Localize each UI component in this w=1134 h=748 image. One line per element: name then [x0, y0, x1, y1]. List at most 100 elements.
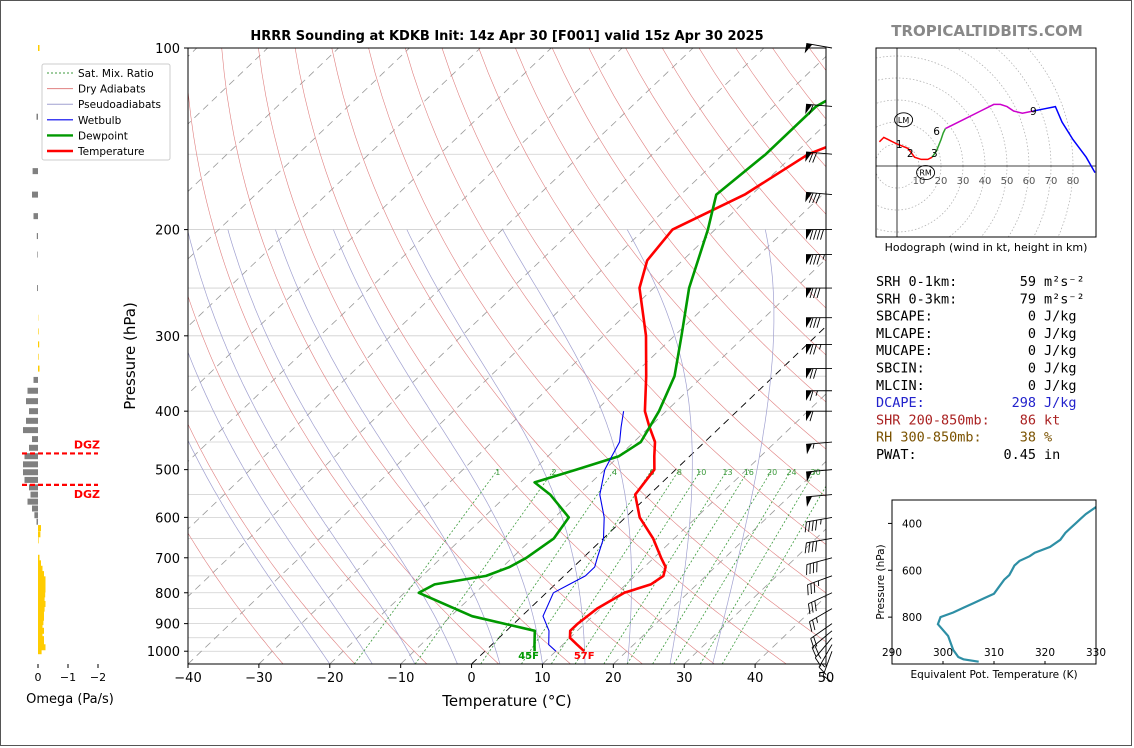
- omega-bar: [32, 191, 38, 198]
- mixing-ratio-label: 16: [744, 468, 754, 477]
- omega-bar: [38, 610, 44, 617]
- omega-bar: [38, 591, 46, 598]
- omega-bar: [38, 554, 40, 561]
- wind-barb-pennant: [806, 344, 812, 355]
- wind-barb: [804, 43, 833, 54]
- wind-barb: [807, 575, 833, 596]
- wind-barb-half-flag: [817, 654, 822, 659]
- omega-tick-label: 0: [35, 671, 42, 684]
- dry-adiabat-line: [405, 48, 826, 594]
- chart-title: HRRR Sounding at KDKB Init: 14z Apr 30 […: [250, 29, 763, 44]
- wind-barb-staff: [806, 494, 833, 498]
- isotherm-line: [188, 48, 623, 463]
- stat-value: 0.45: [1003, 447, 1036, 463]
- wind-barb-flag: [809, 287, 814, 299]
- legend-box: [41, 63, 171, 161]
- wind-barb-staff: [806, 103, 833, 107]
- wind-barb-flag: [808, 104, 814, 115]
- wind-barb-pennant: [805, 151, 813, 162]
- mixing-ratio-line: [353, 469, 499, 664]
- wind-barb-flag: [809, 229, 814, 240]
- hodo-trace: [878, 136, 933, 161]
- wind-barb-flag: [804, 542, 807, 554]
- skewt-plot-area: 1 2 4 6 8 10 13 16 20 24 30 36: [188, 48, 826, 664]
- hodo-height-label: 2: [907, 148, 914, 160]
- wind-barb-flag: [815, 541, 818, 552]
- wind-barb-flag: [804, 521, 807, 533]
- wind-barb-flag: [808, 192, 814, 203]
- wind-barb-staff: [806, 469, 833, 473]
- wind-barb-half-flag: [815, 617, 819, 623]
- omega-bar: [38, 636, 44, 643]
- wind-barb: [810, 623, 833, 649]
- thetae-y-tick-label: 400: [902, 518, 922, 530]
- stat-unit: J/kg: [1044, 395, 1077, 411]
- wind-barb-flag: [809, 254, 814, 265]
- thetae-x-tick-label: 330: [1086, 647, 1106, 659]
- wind-barb: [811, 630, 833, 658]
- omega-bar: [38, 632, 43, 639]
- wind-barb: [805, 151, 833, 163]
- wind-barb-flag: [816, 317, 821, 328]
- wind-barb: [806, 390, 832, 401]
- omega-bar: [34, 512, 38, 519]
- stat-label: PWAT:: [876, 447, 917, 463]
- wind-barb-pennant: [804, 43, 813, 54]
- pseudoadiabat-line: [188, 351, 373, 664]
- dry-adiabat-line: [258, 48, 643, 664]
- stat-unit: J/kg: [1044, 343, 1077, 359]
- dry-adiabat-line: [515, 48, 826, 450]
- omega-bar: [24, 453, 38, 460]
- stat-unit: m²s⁻²: [1044, 291, 1085, 307]
- isotherm-line: [683, 528, 826, 664]
- wind-barb-flag: [812, 152, 817, 163]
- wind-barb-pennant: [806, 229, 812, 240]
- isotherm-line: [188, 55, 826, 664]
- dry-adiabat-line: [188, 87, 499, 664]
- wind-barb-flag: [816, 254, 821, 265]
- mixing-ratio-label: 1: [495, 468, 500, 477]
- isotherm-line: [542, 393, 826, 664]
- wind-barb-flag: [816, 287, 821, 299]
- thetae-y-tick-label: 800: [902, 612, 922, 624]
- wind-barb-staff: [806, 441, 833, 445]
- hodo-ring-label: 40: [979, 176, 992, 187]
- omega-bar: [38, 648, 42, 655]
- y-tick-label: 900: [155, 618, 180, 633]
- hodo-height-label: 6: [933, 126, 940, 138]
- wind-barb-half-flag: [820, 662, 826, 668]
- mixing-ratio-label: 2: [552, 468, 557, 477]
- isotherm-line: [471, 325, 826, 664]
- hodo-ring-label: 80: [1067, 176, 1080, 187]
- omega-bar: [23, 469, 38, 476]
- omega-bar: [38, 353, 39, 360]
- wind-barb-staff: [806, 537, 833, 544]
- stat-unit: J/kg: [1044, 326, 1077, 342]
- mixing-ratio-line: [550, 469, 680, 664]
- pseudoadiabat-line: [712, 229, 775, 664]
- theta-e-line: [936, 506, 1096, 663]
- wind-barb-flag: [807, 584, 809, 596]
- wind-barb-staff: [814, 637, 833, 658]
- wind-barb-flag: [809, 344, 814, 355]
- wind-barb: [806, 410, 832, 422]
- isotherm-line: [188, 48, 765, 598]
- storm-motion-marker: [916, 165, 936, 181]
- wind-barb-flag: [813, 254, 817, 265]
- stat-label: SBCAPE:: [876, 309, 933, 325]
- wind-barb-staff: [808, 592, 833, 605]
- omega-tick-label: −1: [60, 671, 76, 684]
- mixing-ratio-label: 10: [696, 468, 706, 477]
- omega-bar: [29, 444, 38, 451]
- omega-bar: [37, 285, 38, 292]
- wind-barb-flag: [813, 229, 817, 240]
- wind-barb-flag: [816, 229, 821, 240]
- dry-adiabat-line: [478, 48, 826, 497]
- wind-barb: [809, 608, 833, 632]
- hodo-ring-label: 20: [935, 176, 948, 187]
- hodo-height-label: 3: [931, 148, 938, 160]
- wind-barb-pennant: [806, 368, 812, 379]
- omega-bar: [38, 571, 44, 578]
- omega-bar: [30, 491, 38, 498]
